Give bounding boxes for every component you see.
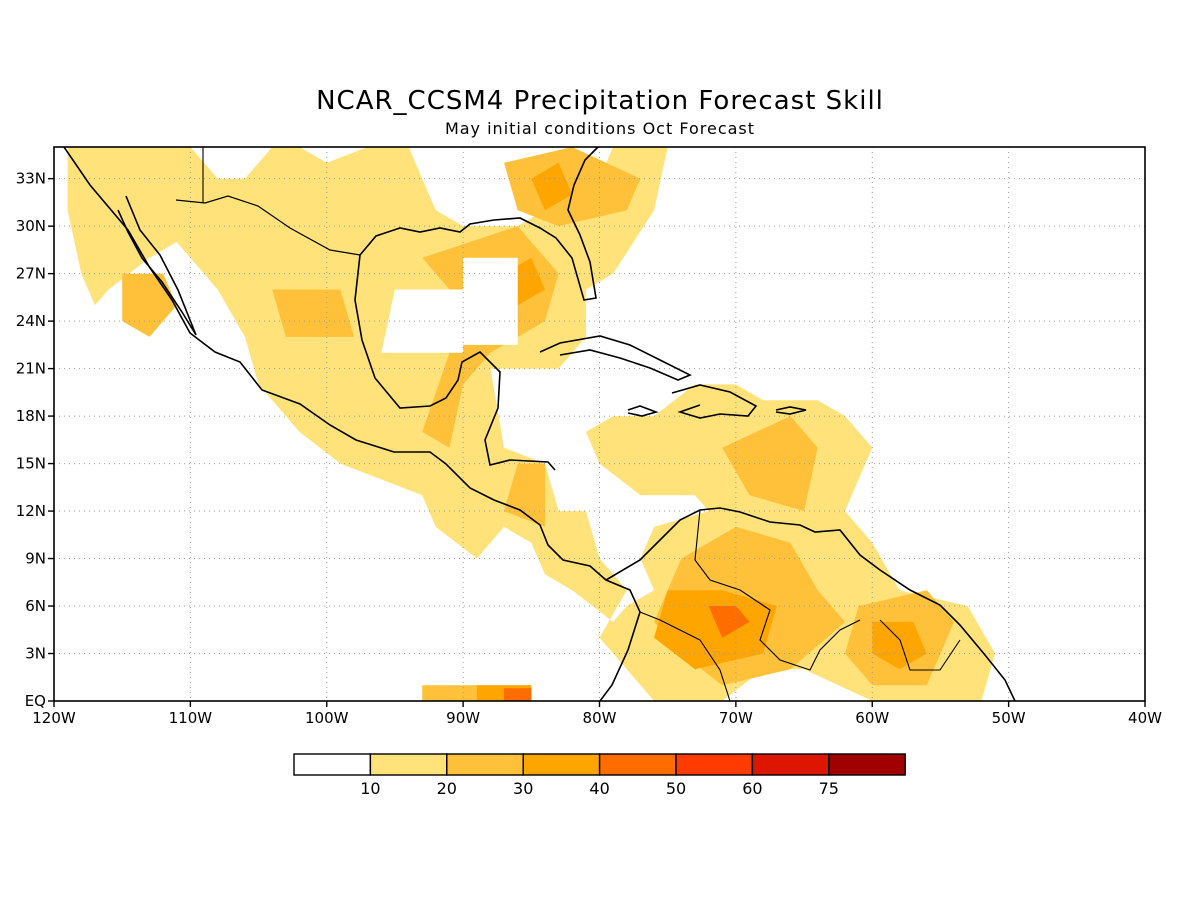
coastline-puerto-rico bbox=[775, 406, 807, 415]
legend-label: 75 bbox=[819, 779, 839, 798]
legend-label: 30 bbox=[513, 779, 533, 798]
coastline-south-america bbox=[605, 507, 1016, 701]
border-venezuela bbox=[694, 509, 861, 671]
lon-tick-label: 50W bbox=[992, 709, 1026, 727]
coastlines bbox=[63, 147, 1016, 701]
lon-tick-label: 60W bbox=[855, 709, 889, 727]
legend-label: 20 bbox=[437, 779, 457, 798]
skill-region-4 bbox=[504, 147, 641, 227]
skill-region-16 bbox=[504, 688, 532, 701]
coastline-mexico-east bbox=[354, 254, 556, 471]
color-legend: 10 20 30 40 50 60 75 bbox=[293, 753, 906, 798]
coastline-jamaica bbox=[627, 405, 659, 417]
lon-tick-label: 40W bbox=[1128, 709, 1162, 727]
legend-swatch bbox=[369, 753, 448, 776]
skill-region-12 bbox=[654, 590, 777, 670]
legend-swatch bbox=[828, 753, 906, 776]
lat-tick-label: 33N bbox=[16, 170, 46, 188]
legend-label: 40 bbox=[589, 779, 609, 798]
coastline-pacific bbox=[63, 147, 641, 701]
lon-tick-label: 120W bbox=[32, 709, 76, 727]
graticule bbox=[54, 147, 1145, 701]
legend-label: 50 bbox=[666, 779, 686, 798]
coastline-cuba bbox=[539, 335, 692, 381]
legend-swatch bbox=[675, 753, 754, 776]
coastline-hispaniola bbox=[671, 384, 758, 419]
skill-shading-layer bbox=[67, 147, 996, 701]
legend-label: 10 bbox=[360, 779, 380, 798]
map-subtitle: May initial conditions Oct Forecast bbox=[444, 119, 756, 138]
lat-tick-label: 9N bbox=[25, 550, 46, 568]
lat-tick-label: EQ bbox=[25, 692, 46, 710]
skill-region-17 bbox=[463, 257, 518, 345]
lat-tick-label: 24N bbox=[16, 312, 46, 330]
lat-tick-label: 3N bbox=[25, 645, 46, 663]
map-title: NCAR_CCSM4 Precipitation Forecast Skill bbox=[316, 86, 884, 116]
border-us-mexico bbox=[175, 195, 361, 256]
skill-region-1 bbox=[122, 273, 177, 337]
lon-tick-label: 70W bbox=[719, 709, 753, 727]
lon-tick-label: 80W bbox=[583, 709, 617, 727]
lon-tick-label: 90W bbox=[446, 709, 480, 727]
skill-region-2 bbox=[272, 289, 354, 337]
axis-ticks: 120W 110W 100W 90W 80W 70W 60W 50W 40W EQ 3N 6N 9N 12… bbox=[16, 170, 1162, 727]
lat-tick-label: 12N bbox=[16, 502, 46, 520]
border-colombia bbox=[639, 611, 731, 701]
legend-swatch bbox=[522, 753, 601, 776]
lat-tick-label: 27N bbox=[16, 265, 46, 283]
lat-tick-label: 18N bbox=[16, 407, 46, 425]
lat-tick-label: 21N bbox=[16, 360, 46, 378]
skill-region-13 bbox=[872, 621, 927, 670]
legend-label: 60 bbox=[742, 779, 762, 798]
legend-swatch bbox=[598, 753, 677, 776]
skill-region-18 bbox=[381, 289, 464, 353]
lat-tick-label: 6N bbox=[25, 597, 46, 615]
coastline-baja bbox=[117, 195, 197, 336]
legend-swatch bbox=[293, 753, 372, 776]
coastline-gulf bbox=[359, 147, 599, 301]
lat-tick-label: 15N bbox=[16, 455, 46, 473]
lon-tick-label: 110W bbox=[169, 709, 213, 727]
skill-region-11 bbox=[531, 162, 573, 211]
lat-tick-label: 30N bbox=[16, 217, 46, 235]
border-guyanas bbox=[879, 619, 961, 671]
legend-swatch bbox=[751, 753, 830, 776]
skill-region-15 bbox=[708, 606, 750, 638]
legend-swatch bbox=[446, 753, 524, 776]
lon-tick-label: 100W bbox=[305, 709, 349, 727]
